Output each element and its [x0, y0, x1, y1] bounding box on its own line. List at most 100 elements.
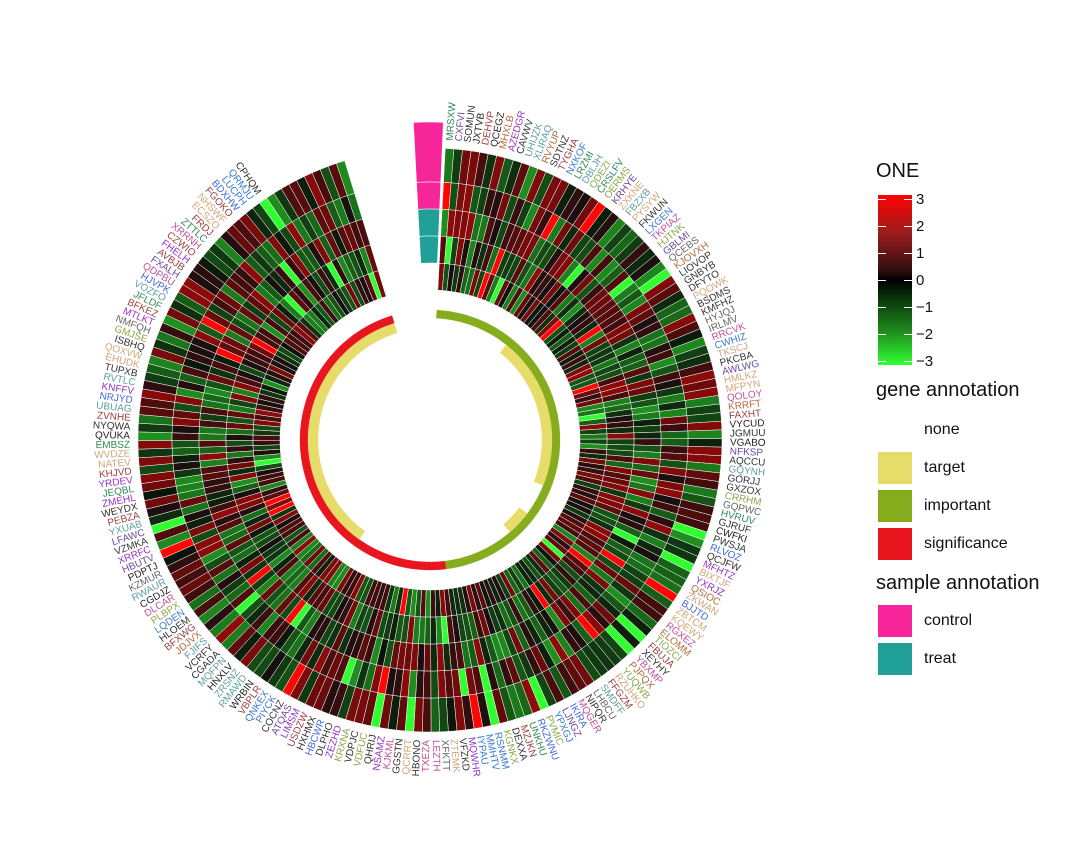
gene-label: KHJVD	[98, 466, 132, 480]
heatmap-cell	[430, 616, 438, 645]
gene-label: SOMUN	[463, 105, 479, 143]
gene-label: AQCCU	[729, 455, 766, 468]
gene-label: EMBSZ	[96, 440, 131, 452]
heatmap-cell	[225, 434, 254, 441]
gene-label: NSAMZ	[371, 735, 387, 771]
heatmap-cell	[430, 697, 440, 733]
heatmap-cell	[198, 433, 227, 441]
heatmap-cell	[660, 438, 689, 447]
sample-annotation-legend: sample annotation control treat	[876, 572, 1076, 677]
gene-label: ZTEMK	[448, 739, 462, 774]
heatmap-cell	[660, 423, 689, 433]
gene-annotation-cell	[299, 436, 309, 441]
gene-label: NFKSP	[730, 446, 764, 458]
heatmap-cell	[606, 438, 635, 446]
colorbar-tick-label: 0	[916, 272, 925, 289]
colorbar-tick-mark	[878, 307, 886, 308]
colorbar-tick-mark	[878, 361, 886, 362]
gene-label: VYCUD	[729, 418, 765, 431]
gene-annotation-cell	[551, 435, 561, 440]
sample-annotation-item-swatch	[878, 643, 912, 675]
gene-label: NRJYD	[99, 391, 133, 406]
sample-annotation-item-label: treat	[924, 650, 957, 667]
gene-label: MQWHR	[465, 736, 481, 777]
gene-target-cell	[307, 436, 319, 441]
heatmap-cell	[198, 446, 227, 455]
gene-annotation-item-significance: significance	[876, 526, 1076, 562]
colorbar-tick-mark	[904, 307, 912, 308]
colorbar-tick-mark	[904, 226, 912, 227]
heatmap-cell	[171, 432, 200, 441]
gene-annotation-cell	[551, 431, 561, 436]
colorbar-tick-mark	[878, 280, 886, 281]
gene-label: LEZTH	[430, 740, 442, 772]
heatmap-cell	[171, 440, 200, 449]
gene-annotation-cell	[426, 561, 431, 571]
sample-annotation-cell	[413, 121, 444, 183]
colorbar-tick-mark	[878, 199, 886, 200]
gene-annotation-cell	[422, 561, 427, 571]
sample-annotation-cell	[419, 235, 439, 264]
gene-annotation-title: gene annotation	[876, 379, 1020, 401]
gene-annotation-cell	[437, 561, 443, 570]
gene-label: IYPAU	[474, 735, 490, 766]
gene-label: GORJJ	[727, 473, 761, 488]
gene-annotation-item-swatch	[878, 452, 912, 484]
legend: ONE 3 2 1 0 −1 −2 −3 gene annotation none targe…	[876, 160, 1076, 677]
gene-label: KNFFV	[101, 381, 135, 397]
gene-label: JXTVB	[471, 112, 487, 145]
gene-annotation-item-swatch	[878, 528, 912, 560]
gene-label: JEQBL	[102, 484, 135, 500]
gene-target-cell	[503, 522, 513, 533]
sample-annotation-item-treat: treat	[876, 641, 1076, 677]
sample-annotation-title: sample annotation	[876, 572, 1040, 594]
colorbar-title: ONE	[876, 160, 920, 182]
gene-label: YRDEV	[98, 475, 134, 491]
gene-annotation-cell	[299, 440, 309, 445]
gene-annotation-item-label: significance	[924, 535, 1008, 552]
heatmap-cell	[137, 431, 173, 441]
heatmap-cell	[633, 438, 662, 446]
heatmap-cell	[252, 440, 281, 446]
heatmap-cell	[423, 643, 432, 672]
sample-annotation-item-label: control	[924, 612, 973, 629]
gene-annotation-item-label: target	[924, 459, 965, 476]
colorbar-tick-label: −3	[916, 353, 934, 370]
sample-annotation-cell	[417, 208, 440, 237]
colorbar-tick-mark	[904, 280, 912, 281]
gene-label: NYQWA	[93, 420, 131, 433]
heatmap-cell	[137, 440, 173, 450]
gene-annotation-item-swatch	[878, 414, 912, 446]
circular-heatmap: MRSXWCXFVISOMUNJXTVBDEHVPQCEGZMHXLBAZEDG…	[93, 102, 766, 778]
gene-label: WVDZE	[94, 449, 131, 462]
sample-annotation-item-control: control	[876, 603, 1076, 639]
gene-target-cell	[307, 440, 319, 444]
colorbar-tick-mark	[904, 253, 912, 254]
gene-label: UBUAG	[96, 400, 133, 415]
gene-label: CXFVI	[454, 112, 468, 142]
heatmap-cell	[372, 270, 387, 299]
gene-label: FAXHT	[729, 408, 762, 422]
colorbar-tick-mark	[878, 334, 886, 335]
gene-label: VGABO	[730, 438, 766, 449]
gene-label: TXEZA	[421, 740, 432, 773]
gene-annotation-cell	[430, 561, 435, 571]
gene-label: QCRRT	[401, 739, 414, 775]
gene-annotation-legend: gene annotation none target important signi…	[876, 379, 1076, 562]
colorbar-tick-mark	[904, 361, 912, 362]
colorbar-tick-label: 3	[916, 191, 925, 208]
gene-label: KJKML	[382, 736, 397, 770]
colorbar-tick-label: 1	[916, 245, 925, 262]
gene-annotation-cell	[551, 439, 561, 444]
heatmap-cell	[606, 432, 635, 440]
gene-annotation-item-label: none	[924, 421, 960, 438]
gene-label: ZVNHE	[97, 410, 132, 423]
heatmap-cell	[660, 430, 689, 440]
colorbar-tick-mark	[878, 226, 886, 227]
heatmap-cell	[422, 670, 432, 699]
gene-label: QOLOY	[726, 388, 763, 404]
gene-annotation-cell	[551, 427, 560, 433]
gene-annotation-cell	[300, 447, 309, 452]
gene-label: NATEV	[98, 457, 132, 470]
gene-label: GGSTN	[391, 738, 406, 774]
